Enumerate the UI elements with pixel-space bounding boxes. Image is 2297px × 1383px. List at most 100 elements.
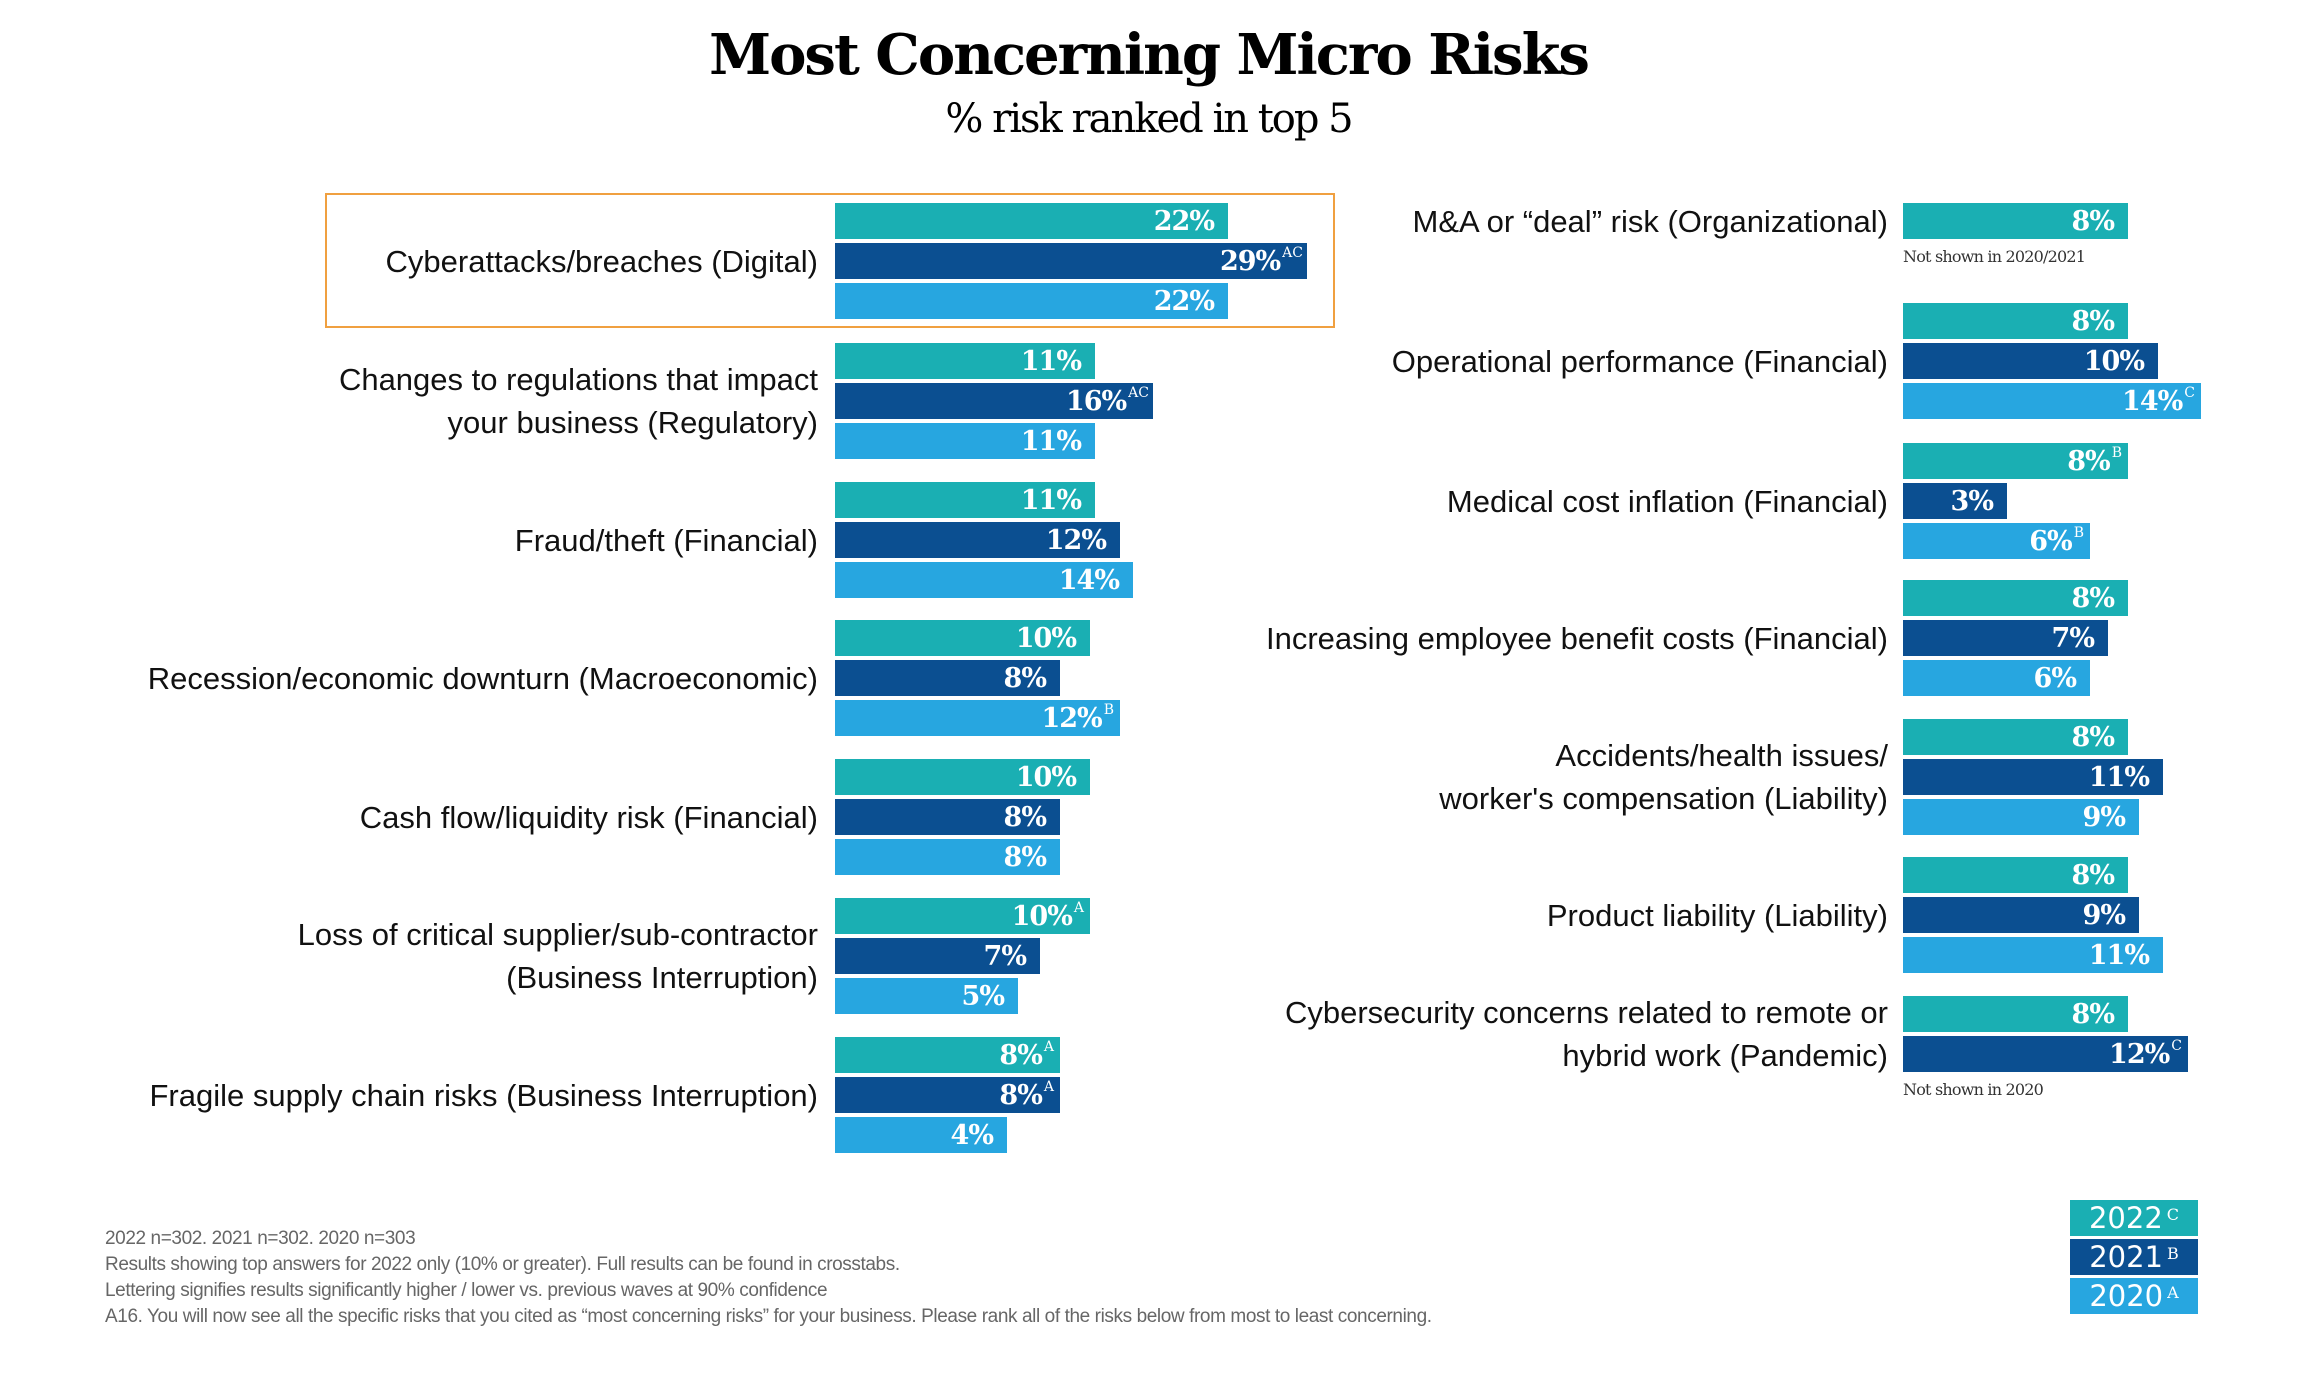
legend-item-2021: 2021 B — [2070, 1239, 2198, 1275]
risk-label-line: Fraud/theft (Financial) — [514, 522, 818, 558]
risk-label: Recession/economic downturn (Macroeconom… — [148, 657, 818, 700]
bar-2021: 7% — [1903, 620, 2108, 656]
risk-label-line: worker's compensation (Liability) — [1439, 781, 1888, 816]
bar-value-label: 10% — [1015, 622, 1077, 654]
risk-label-line: Loss of critical supplier/sub-contractor — [297, 917, 818, 952]
risk-label: M&A or “deal” risk (Organizational) — [1413, 200, 1889, 243]
bar-value-label: 11% — [2088, 761, 2150, 793]
bar-2021: 29% AC — [835, 243, 1307, 279]
bar-2021: 7% — [835, 938, 1040, 974]
significance-letter: AC — [1128, 385, 1149, 401]
risk-label: Increasing employee benefit costs (Finan… — [1266, 617, 1888, 660]
bar-value-label: 14% — [2122, 385, 2183, 417]
bar-value-label: 22% — [1153, 205, 1215, 237]
bar-value-label: 11% — [2088, 939, 2150, 971]
bar-value-label: 8% — [999, 1079, 1042, 1111]
bar-value-label: 14% — [1058, 564, 1120, 596]
bar-2022: 10% — [835, 620, 1090, 656]
bar-2021: 8% — [835, 799, 1060, 835]
bar-value-label: 16% — [1065, 385, 1127, 417]
legend-item-2020: 2020 A — [2070, 1278, 2198, 1314]
legend-letter: B — [2167, 1243, 2179, 1263]
not-shown-note: Not shown in 2020 — [1903, 1080, 2044, 1099]
risk-label: Accidents/health issues/worker's compens… — [1439, 734, 1888, 820]
bar-value-label: 8% — [1003, 841, 1047, 873]
chart-title: Most Concerning Micro Risks — [709, 22, 1590, 88]
legend-year: 2021 — [2089, 1240, 2164, 1274]
risk-label-line: Cyberattacks/breaches (Digital) — [385, 243, 818, 279]
bar-value-label: 8% — [2071, 205, 2115, 237]
risk-label: Cybersecurity concerns related to remote… — [1285, 991, 1888, 1077]
risk-label-line: (Business Interruption) — [506, 960, 818, 995]
bar-value-label: 6% — [2029, 525, 2072, 557]
bar-2022: 8% — [1903, 303, 2128, 339]
bar-2020: 14% C — [1903, 383, 2201, 419]
risk-label-line: Product liability (Liability) — [1546, 897, 1888, 933]
bar-2020: 8% — [835, 839, 1060, 875]
bar-value-label: 10% — [1015, 761, 1077, 793]
not-shown-note: Not shown in 2020/2021 — [1903, 247, 2086, 266]
risk-label-line: Recession/economic downturn (Macroeconom… — [147, 660, 818, 696]
bar-2022: 22% — [835, 203, 1228, 239]
bar-value-label: 7% — [983, 940, 1027, 972]
risk-label-line: Cash flow/liquidity risk (Financial) — [359, 799, 818, 835]
risk-label-line: Medical cost inflation (Financial) — [1446, 483, 1888, 519]
risk-label: Loss of critical supplier/sub-contractor… — [298, 913, 818, 999]
bar-value-label: 12% — [2109, 1038, 2170, 1070]
bar-value-label: 12% — [1045, 524, 1107, 556]
legend-year: 2022 — [2088, 1201, 2163, 1235]
bar-2021: 16% AC — [835, 383, 1153, 419]
bar-2021: 3% — [1903, 483, 2007, 519]
significance-letter: A — [1043, 1039, 1054, 1055]
significance-letter: C — [2184, 385, 2195, 401]
bar-value-label: 8% — [2071, 721, 2115, 753]
bar-2020: 11% — [1903, 937, 2163, 973]
risk-label-line: Changes to regulations that impact — [338, 362, 818, 397]
bar-2022: 8% — [1903, 996, 2128, 1032]
bar-value-label: 8% — [2071, 582, 2115, 614]
bar-value-label: 8% — [2071, 859, 2115, 891]
significance-letter: A — [1043, 1079, 1054, 1095]
footnote-question: A16. You will now see all the specific r… — [105, 1306, 1432, 1327]
bar-2020: 6% B — [1903, 523, 2090, 559]
risk-label: Medical cost inflation (Financial) — [1447, 480, 1888, 523]
legend-year: 2020 — [2089, 1279, 2164, 1313]
bar-value-label: 8% — [999, 1039, 1042, 1071]
bar-value-label: 22% — [1153, 285, 1215, 317]
bar-2022: 8% — [1903, 719, 2128, 755]
bar-value-label: 11% — [1020, 345, 1082, 377]
significance-letter: B — [2111, 445, 2122, 461]
bar-2022: 11% — [835, 482, 1095, 518]
significance-letter: C — [2171, 1038, 2182, 1054]
bar-2022: 8% A — [835, 1037, 1060, 1073]
significance-letter: B — [2073, 525, 2084, 541]
risk-label-line: Accidents/health issues/ — [1555, 738, 1888, 773]
bar-2020: 11% — [835, 423, 1095, 459]
footnote-sample-sizes: 2022 n=302. 2021 n=302. 2020 n=303 — [105, 1228, 416, 1249]
chart-subtitle: % risk ranked in top 5 — [945, 96, 1353, 142]
bar-value-label: 8% — [2067, 445, 2110, 477]
bar-value-label: 11% — [1020, 484, 1082, 516]
bar-2021: 12% — [835, 522, 1120, 558]
bar-value-label: 9% — [2082, 801, 2126, 833]
bar-2022: 10% — [835, 759, 1090, 795]
risk-label-line: your business (Regulatory) — [447, 405, 818, 440]
risk-label: Fraud/theft (Financial) — [515, 519, 818, 562]
bar-value-label: 10% — [2083, 345, 2145, 377]
bar-2020: 22% — [835, 283, 1228, 319]
bar-2020: 6% — [1903, 660, 2090, 696]
significance-letter: B — [1103, 702, 1114, 718]
bar-value-label: 8% — [2071, 998, 2115, 1030]
risk-label: Fragile supply chain risks (Business Int… — [150, 1074, 819, 1117]
risk-label-line: Fragile supply chain risks (Business Int… — [149, 1077, 819, 1113]
risk-label: Changes to regulations that impact your b… — [339, 358, 818, 444]
bar-2021: 9% — [1903, 897, 2139, 933]
bar-2021: 12% C — [1903, 1036, 2188, 1072]
bar-2020: 4% — [835, 1117, 1007, 1153]
bar-value-label: 3% — [1950, 485, 1994, 517]
bar-2022: 11% — [835, 343, 1095, 379]
bar-2021: 10% — [1903, 343, 2158, 379]
risk-label-line: Increasing employee benefit costs (Finan… — [1265, 620, 1888, 656]
risk-label: Product liability (Liability) — [1547, 894, 1888, 937]
bar-value-label: 5% — [961, 980, 1005, 1012]
